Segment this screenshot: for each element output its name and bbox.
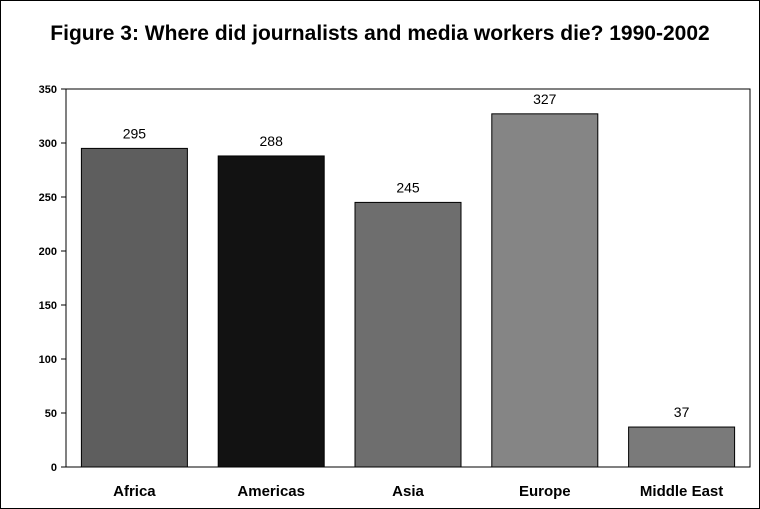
bar-middle-east (628, 426, 736, 468)
x-category-label: Americas (237, 483, 305, 500)
data-label: 37 (674, 404, 690, 420)
data-label: 245 (396, 179, 420, 195)
y-tick-label: 0 (51, 462, 57, 474)
chart-title: Figure 3: Where did journalists and medi… (50, 22, 710, 45)
bars: 295 288 245 327 37 (80, 91, 736, 468)
x-category-label: Middle East (640, 483, 723, 500)
x-category-label: Africa (113, 483, 156, 500)
y-tick-label: 50 (45, 408, 57, 420)
data-label: 288 (260, 133, 284, 149)
data-label: 295 (123, 125, 147, 141)
y-tick-label: 250 (39, 192, 57, 204)
bar-africa (80, 147, 188, 468)
y-tick-label: 300 (39, 138, 57, 150)
y-tick-label: 100 (39, 354, 57, 366)
y-tick-label: 350 (39, 84, 57, 96)
bar-europe (491, 113, 599, 468)
y-tick-label: 200 (39, 246, 57, 258)
x-category-label: Europe (519, 483, 571, 500)
bar-americas (217, 155, 325, 468)
x-category-label: Asia (392, 483, 424, 500)
y-axis: 0 50 100 150 200 250 300 350 (39, 84, 66, 474)
y-tick-label: 150 (39, 300, 57, 312)
bar-asia (354, 201, 462, 468)
x-axis: Africa Americas Asia Europe Middle East (113, 483, 723, 500)
data-label: 327 (533, 91, 557, 107)
